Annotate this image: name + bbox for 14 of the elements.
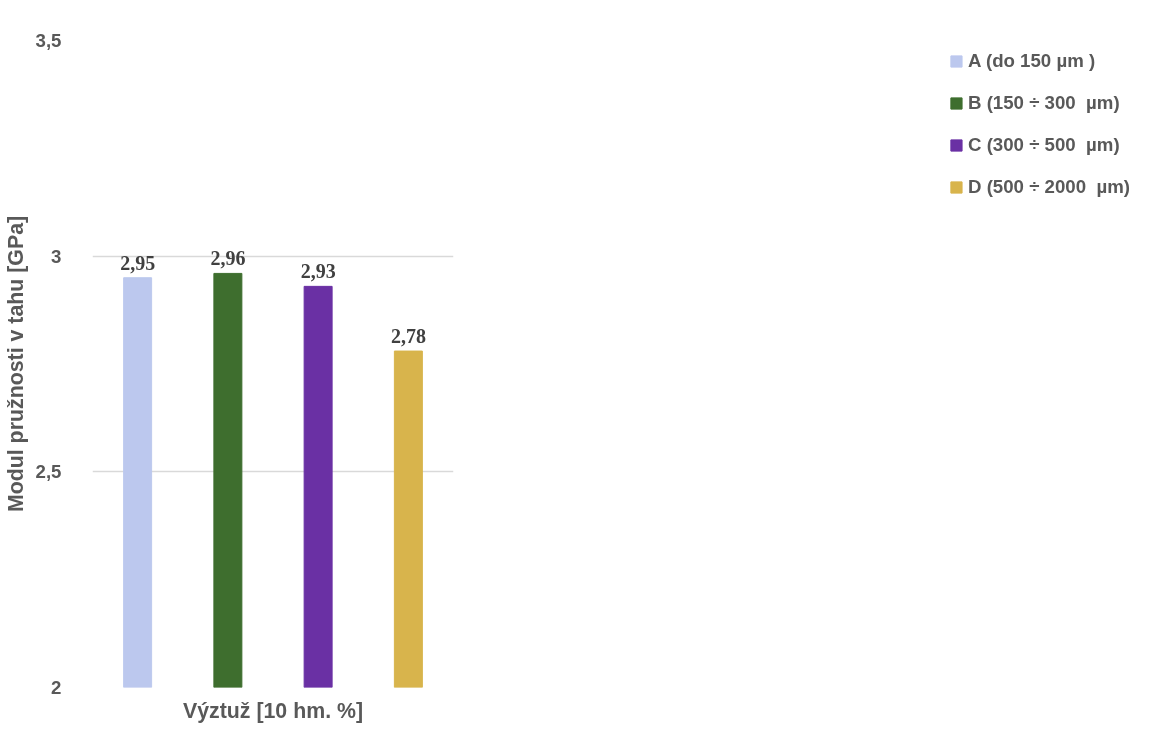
legend-label: D (500 ÷ 2000 µm)	[967, 176, 1130, 198]
legend-label: A (do 150 µm )	[967, 50, 1096, 72]
data-label: 2,93	[300, 260, 336, 283]
data-label: 2,78	[390, 325, 426, 348]
x-axis-title: Výztuž [10 hm. %]	[182, 698, 364, 723]
y-tick-label: 3	[51, 245, 62, 267]
y-tick-label: 3,5	[35, 30, 62, 51]
y-tick-label: 2	[51, 677, 62, 698]
legend-label: B (150 ÷ 300 µm)	[967, 92, 1120, 114]
y-tick-label: 2,5	[35, 461, 62, 483]
y-axis-title: Modul pružnosti v tahu [GPa]	[3, 215, 28, 513]
data-label: 2,95	[120, 251, 156, 274]
legend-label: C (300 ÷ 500 µm)	[967, 134, 1120, 156]
data-label: 2,96	[210, 247, 246, 270]
